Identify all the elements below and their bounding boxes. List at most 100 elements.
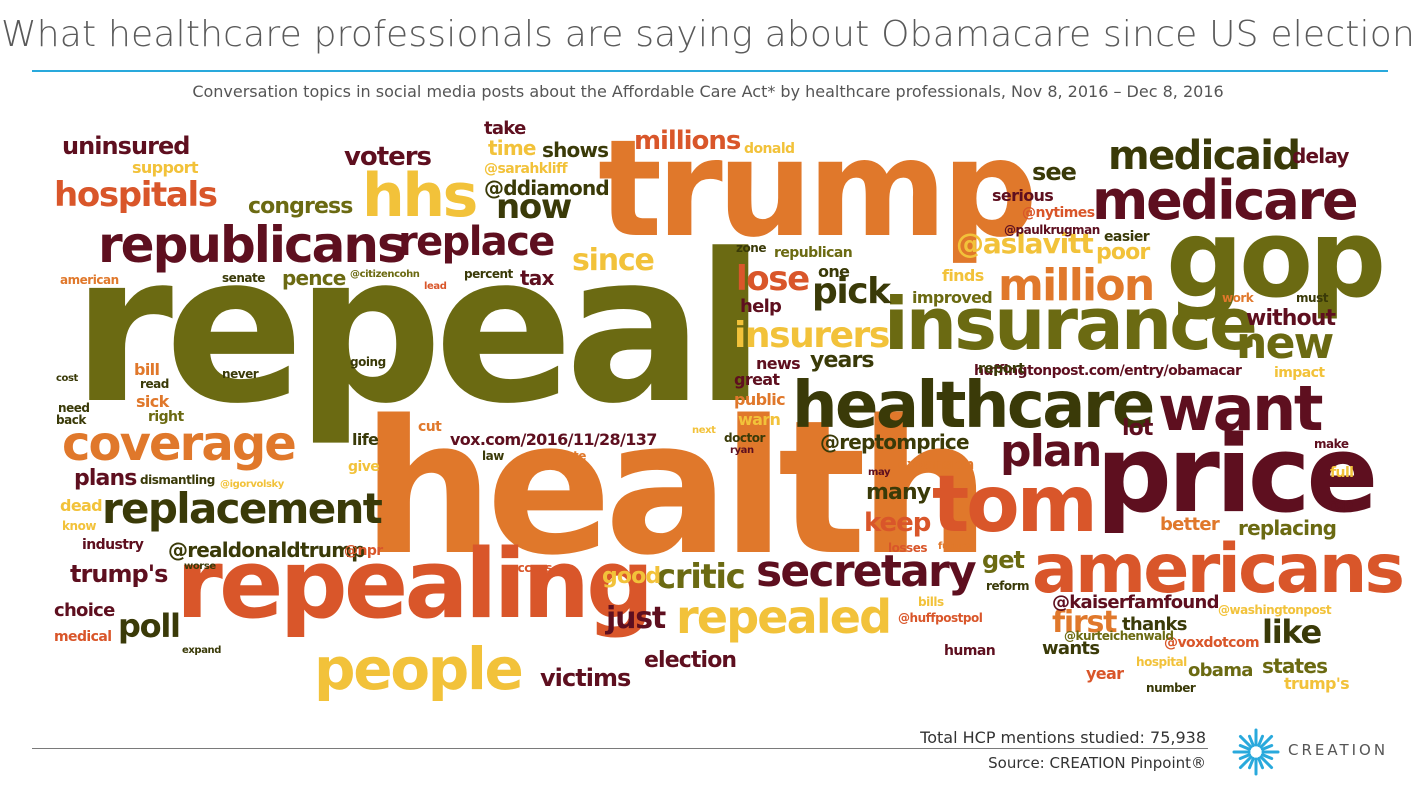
cloud-word: tom (932, 460, 1098, 550)
cloud-word: voters (344, 142, 432, 172)
cloud-word: @reptomprice (820, 430, 970, 454)
cloud-word: give (348, 459, 380, 475)
cloud-word: dead (60, 496, 103, 515)
cloud-word: americans (1032, 530, 1405, 609)
cloud-word: like (1262, 613, 1322, 651)
title-divider (32, 70, 1388, 72)
logo-ray (1257, 756, 1265, 770)
cloud-word: health (362, 380, 991, 596)
cloud-word: losses (888, 541, 928, 555)
cloud-word: @igorvolsky (220, 479, 284, 490)
cloud-word: @realdonaldtrump (168, 538, 366, 562)
cloud-word: american (60, 273, 119, 287)
cloud-word: replacement (102, 484, 383, 533)
cloud-word: expand (182, 645, 222, 656)
cloud-word: @washingtonpost (1218, 603, 1332, 617)
cloud-word: thanks (1122, 614, 1187, 635)
cloud-word: help (740, 296, 782, 317)
cloud-word: access (510, 561, 552, 575)
cloud-word: make (1314, 437, 1349, 451)
cloud-word: shows (542, 138, 609, 162)
cloud-word: percent (464, 267, 513, 281)
cloud-word: replacing (1238, 516, 1337, 540)
cloud-word: many (866, 480, 931, 505)
cloud-word: plans (74, 466, 137, 491)
cloud-word: critic (656, 557, 746, 597)
cloud-word: @npr (344, 543, 383, 559)
cloud-word: great (734, 370, 780, 389)
cloud-word: choice (54, 600, 115, 621)
logo-ray (1238, 734, 1253, 749)
cloud-word: never (222, 367, 259, 381)
cloud-word: finds (942, 266, 984, 285)
cloud-word: must (1296, 291, 1329, 305)
cloud-word: want (1158, 372, 1323, 445)
cloud-word: cost (56, 373, 78, 384)
cloud-word: next (692, 425, 716, 436)
cloud-word: warn (738, 410, 781, 429)
cloud-word: trump's (1284, 674, 1350, 693)
logo-ray (1238, 743, 1252, 751)
starburst-logo-icon (1232, 728, 1280, 776)
cloud-word: medical (54, 629, 112, 645)
logo-ray (1247, 734, 1255, 748)
cloud-word: new (1236, 318, 1334, 369)
cloud-word: millions (634, 126, 741, 156)
cloud-word: expansion (898, 457, 974, 473)
cloud-word: read (140, 377, 169, 391)
cloud-word: see (1032, 158, 1077, 186)
cloud-word: rate (560, 449, 586, 463)
cloud-word: wants (1042, 638, 1100, 659)
cloud-word: take (484, 118, 526, 139)
cloud-word: hospitals (54, 175, 218, 215)
cloud-word: zone (736, 241, 766, 255)
cloud-word: lead (424, 281, 447, 292)
cloud-word: hospital (1136, 655, 1187, 669)
cloud-word: insurers (734, 315, 890, 356)
cloud-word: people (314, 635, 524, 703)
cloud-word: easier (1104, 229, 1150, 245)
logo-ray (1260, 753, 1274, 761)
cloud-word: first (1052, 605, 1118, 640)
cloud-word: lot (1122, 416, 1153, 441)
cloud-word: repeal (72, 211, 766, 449)
cloud-word: keep (864, 508, 931, 538)
cloud-word: full (1330, 465, 1354, 481)
page-title: What healthcare professionals are saying… (0, 14, 1416, 55)
cloud-word: pence (282, 266, 346, 290)
cloud-word: impact (1274, 365, 1325, 381)
cloud-word: victims (540, 664, 631, 692)
cloud-word: gop (1166, 197, 1386, 322)
cloud-word: @ddiamond (484, 176, 610, 200)
cloud-word: senate (222, 271, 265, 285)
cloud-word: rep (1328, 497, 1353, 513)
cloud-word: healthcare (792, 369, 1155, 443)
cloud-word: sick (136, 392, 169, 411)
cloud-word: industry (82, 537, 144, 553)
logo-ray (1238, 753, 1252, 761)
cloud-word: states (1262, 654, 1328, 678)
cloud-word: need (58, 401, 90, 415)
cloud-word: years (810, 348, 875, 373)
cloud-word: number (1146, 681, 1196, 695)
logo-ray (1259, 755, 1274, 770)
cloud-word: serious (992, 186, 1054, 205)
cloud-word: @huffpostpol (898, 611, 983, 625)
cloud-word: may (868, 467, 891, 478)
cloud-word: right (148, 409, 184, 425)
cloud-word: @kaiserfamfound (1052, 592, 1219, 613)
brand-name: CREATION (1288, 741, 1389, 759)
cloud-word: future (938, 541, 971, 552)
cloud-word: bill (134, 360, 160, 379)
cloud-word: life (352, 430, 379, 449)
cloud-word: republicans (98, 216, 407, 274)
cloud-word: without (1246, 306, 1336, 331)
cloud-word: donald (744, 141, 795, 157)
cloud-word: back (56, 413, 86, 427)
cloud-word: poll (118, 607, 181, 645)
cloud-word: @kurteichenwald (1064, 629, 1174, 643)
source-credit: Source: CREATION Pinpoint® (988, 754, 1206, 772)
cloud-word: vox.com/2016/11/28/137 (450, 430, 657, 449)
cloud-word: replace (398, 219, 555, 265)
cloud-word: time (488, 136, 536, 160)
